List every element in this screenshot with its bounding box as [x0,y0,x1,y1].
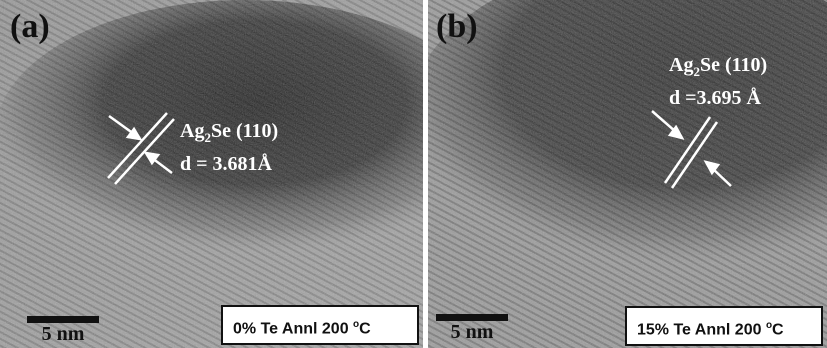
scale-bar-label: 5 nm [450,321,494,343]
scale-bar-label: 5 nm [41,323,85,345]
tem-image-a [0,0,423,348]
lattice-marker-a [107,112,175,185]
lattice-marker-b [651,110,732,189]
annotation-d-spacing: d = 3.681Å [180,153,272,175]
tem-panel-a: (a) Ag2Se (110) d = 3.681Å 5 nm 0% Te An… [0,0,423,348]
panel-label: (a) [10,8,50,45]
tem-image-b [428,0,827,348]
condition-box: 15% Te Annl 200 oC [625,306,823,346]
lattice-annotation: Ag2Se (110) d = 3.681Å [180,118,278,177]
scale-bar: 5 nm [436,314,508,343]
scale-bar: 5 nm [27,316,99,345]
lattice-annotation: Ag2Se (110) d =3.695 Å [669,52,767,111]
annotation-phase: Ag2Se (110) [180,120,279,145]
tem-panel-b: (b) Ag2Se (110) d =3.695 Å 5 nm 15% Te A… [428,0,827,348]
annotation-phase: Ag2Se (110) [669,54,768,79]
annotation-d-spacing: d =3.695 Å [669,87,761,109]
panel-label: (b) [436,8,478,45]
condition-box: 0% Te Annl 200 oC [221,305,419,345]
